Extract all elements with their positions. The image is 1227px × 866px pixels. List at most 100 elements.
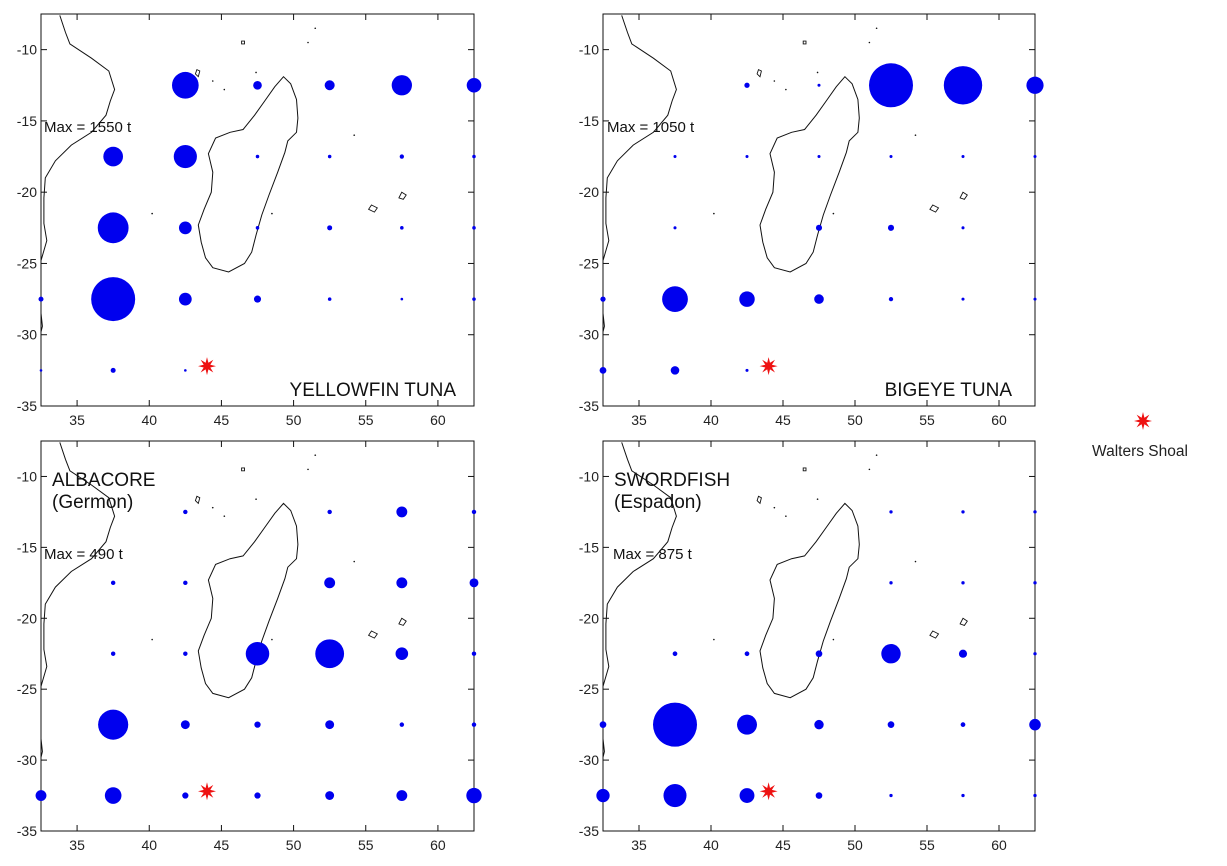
islet-dot (832, 212, 835, 215)
africa-coastline (40, 15, 116, 275)
x-tick-label: 35 (631, 412, 647, 428)
catch-point (653, 702, 697, 747)
catch-point (744, 82, 750, 88)
catch-point (471, 509, 477, 515)
x-tick-label: 35 (631, 837, 647, 853)
panel-title-line: ALBACORE (52, 470, 155, 491)
x-tick-label: 45 (214, 412, 230, 428)
x-tick-label: 50 (847, 837, 863, 853)
map-panels: 35 40 45 50 55 60 -10 -15 -20 -25 -30 -35 YELLOWFIN … (17, 13, 1044, 853)
madagascar-outline (759, 502, 860, 699)
catch-point (960, 722, 966, 727)
catch-point (599, 366, 607, 374)
x-tick-label: 45 (214, 837, 230, 853)
y-tick-label: -25 (579, 681, 599, 697)
africa-coastline (40, 442, 116, 701)
catch-point (600, 296, 606, 302)
island-outline (241, 40, 245, 45)
islet-dot (353, 560, 356, 563)
panel-title: BIGEYE TUNA (885, 380, 1013, 401)
africa-coastline (602, 15, 677, 275)
y-tick-label: -35 (17, 398, 37, 414)
islet-dot (151, 638, 153, 641)
y-tick-label: -15 (17, 113, 37, 129)
catch-point (466, 77, 482, 93)
catch-point (180, 720, 190, 730)
catch-point (889, 155, 893, 159)
x-tick-label: 60 (430, 412, 446, 428)
catch-point (961, 510, 965, 514)
islet-dot (773, 506, 776, 509)
catch-point (183, 509, 188, 515)
island-outline (398, 617, 407, 626)
islet-dot (151, 212, 153, 215)
island-outline (367, 204, 378, 213)
catch-point (869, 63, 913, 108)
catch-point (887, 721, 895, 728)
walters-shoal-star-icon (198, 357, 216, 376)
islet-dot (713, 638, 715, 641)
y-tick-label: -20 (17, 610, 37, 626)
island-outline (802, 467, 807, 472)
y-tick-label: -25 (579, 255, 599, 271)
catch-point (961, 297, 965, 301)
catch-point (253, 295, 262, 303)
catch-point (391, 75, 412, 96)
catch-point (881, 644, 901, 664)
islet-dot (785, 88, 787, 91)
y-tick-label: -30 (17, 327, 37, 343)
catch-point (670, 366, 680, 375)
catch-point (745, 155, 749, 159)
y-tick-label: -10 (17, 468, 37, 484)
islet-dot (875, 454, 878, 456)
island-outline (756, 495, 762, 505)
panel-frame (602, 440, 1036, 832)
catch-point (110, 367, 116, 373)
catch-point (103, 146, 124, 167)
walters-shoal-star-icon (759, 357, 778, 376)
catch-point (739, 291, 755, 307)
x-tick-label: 40 (141, 412, 157, 428)
catch-point (815, 792, 823, 799)
catch-point (958, 649, 968, 658)
catch-point (97, 212, 129, 244)
islet-dot (255, 498, 257, 500)
island-outline (241, 467, 245, 472)
catch-point (110, 580, 116, 586)
catch-point (325, 791, 335, 800)
islet-dot (271, 638, 273, 641)
islet-dot (816, 71, 819, 74)
catch-point (171, 71, 199, 99)
x-tick-label: 60 (430, 837, 446, 853)
map-panel-yellowfin-tuna: 35 40 45 50 55 60 -10 -15 -20 -25 -30 -35 YELLOWFIN … (17, 13, 482, 428)
island-outline (756, 68, 762, 78)
y-tick-label: -10 (17, 42, 37, 58)
catch-point (1033, 793, 1037, 798)
africa-coastline-south (602, 313, 605, 333)
catch-point (471, 722, 477, 727)
catch-point (396, 790, 408, 801)
catch-point (662, 286, 688, 312)
island-outline (398, 191, 407, 200)
catch-point (471, 651, 477, 656)
x-tick-label: 55 (358, 412, 374, 428)
panel-title: ALBACORE (Germon) (52, 470, 155, 513)
catch-point (400, 226, 404, 230)
y-tick-label: -35 (579, 398, 599, 414)
catch-point (315, 639, 345, 669)
catch-point (396, 577, 408, 589)
y-tick-label: -15 (579, 113, 599, 129)
catch-point (38, 296, 44, 302)
catch-point (1033, 652, 1037, 656)
catch-point (889, 510, 893, 514)
catch-point (599, 721, 607, 728)
catch-point (184, 369, 187, 372)
x-tick-label: 60 (991, 837, 1007, 853)
catch-point (472, 226, 476, 230)
catch-point (961, 155, 965, 159)
y-tick-label: -20 (17, 184, 37, 200)
catch-point (98, 709, 129, 740)
africa-coastline (602, 442, 677, 701)
catch-point (739, 788, 755, 803)
islet-dot (211, 506, 214, 509)
